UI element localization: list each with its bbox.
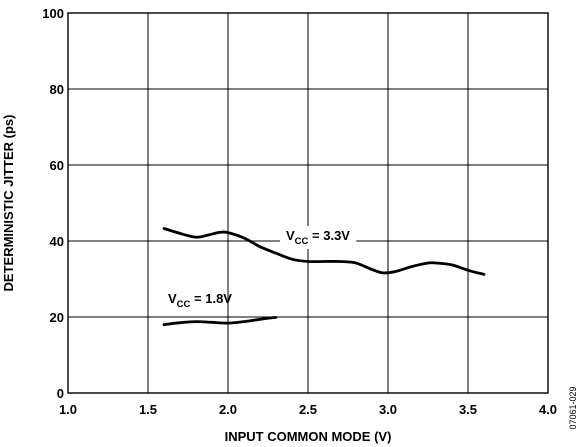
grid-lines — [68, 13, 548, 393]
plot-frame — [67, 12, 549, 394]
y-axis-title: DETERMINISTIC JITTER (ps) — [1, 115, 16, 292]
y-tick-label: 80 — [50, 82, 64, 97]
figure-code: 07061-029 — [568, 386, 578, 429]
x-tick-label: 1.0 — [59, 402, 77, 417]
y-tick-label: 100 — [42, 6, 64, 21]
x-tick-label: 3.0 — [379, 402, 397, 417]
y-tick-label: 0 — [57, 386, 64, 401]
x-tick-label: 4.0 — [539, 402, 557, 417]
x-tick-labels: 1.0 1.5 2.0 2.5 3.0 3.5 4.0 — [59, 402, 557, 417]
x-axis-title: INPUT COMMON MODE (V) — [225, 429, 392, 444]
series-label-vcc-3v3: VCC = 3.3V — [286, 228, 350, 247]
series-line-vcc-1v8 — [162, 316, 278, 326]
y-tick-label: 40 — [50, 234, 64, 249]
y-tick-labels: 0 20 40 60 80 100 — [42, 6, 64, 401]
y-tick-label: 20 — [50, 310, 64, 325]
series-line-vcc-3v3 — [162, 227, 486, 276]
series-label-background — [280, 226, 357, 249]
series-layer: VCC = 3.3V VCC = 1.8V — [162, 226, 486, 326]
x-tick-label: 2.0 — [219, 402, 237, 417]
series-label-vcc-1v8: VCC = 1.8V — [168, 291, 232, 310]
y-tick-label: 60 — [50, 158, 64, 173]
x-tick-label: 3.5 — [459, 402, 477, 417]
x-tick-label: 1.5 — [139, 402, 157, 417]
x-tick-label: 2.5 — [299, 402, 317, 417]
